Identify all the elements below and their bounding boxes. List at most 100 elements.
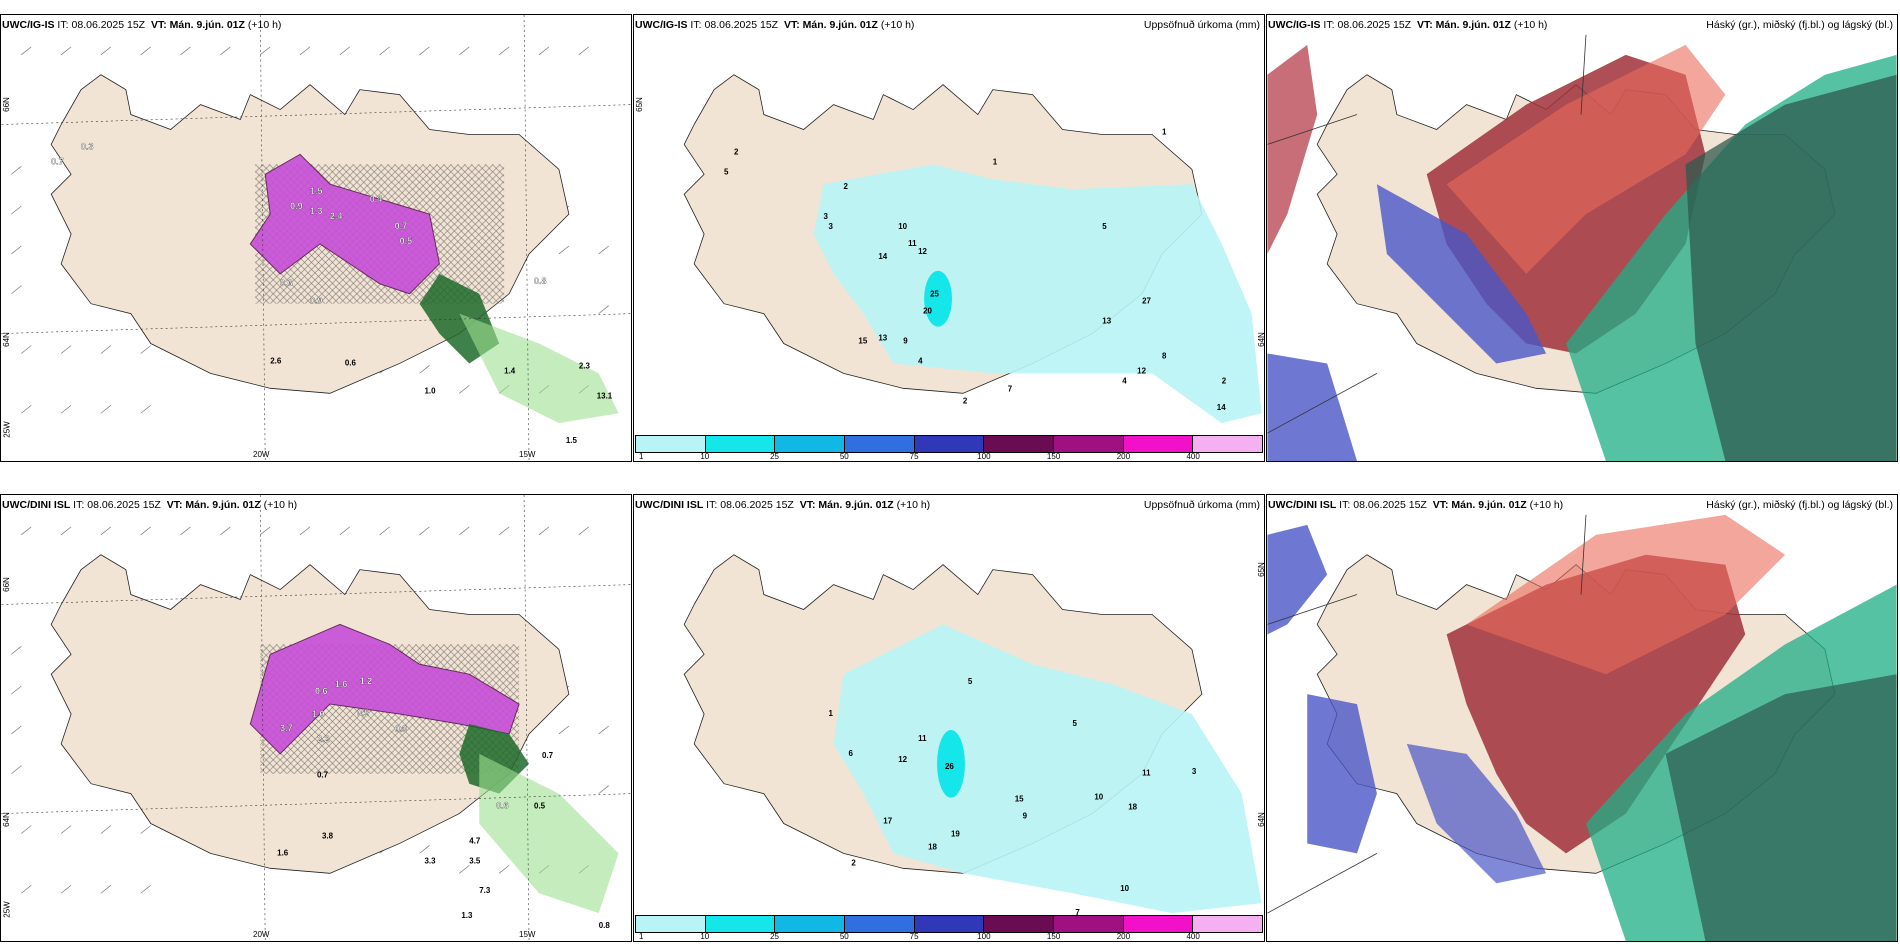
value-label: 4.7	[469, 836, 481, 845]
colorbar-tick: 75	[909, 452, 919, 461]
issue-time: 08.06.2025 15Z	[1353, 499, 1427, 511]
it-label: IT:	[73, 499, 85, 511]
lat-label: 25W	[2, 421, 12, 438]
precip-colorbar: 1 10 25 50 75 100 150 200 400	[634, 435, 1264, 461]
panel-row0-clouds: UWC/IG-IS IT: 08.06.2025 15Z VT: Mán. 9.j…	[1266, 14, 1898, 462]
lat-label: 25W	[2, 901, 12, 918]
precip-values: 1 2 2 5 3 3 10 11 12 14 25 20 15 13 9 4 …	[724, 127, 1227, 412]
value-label: 1.3	[310, 206, 322, 216]
value-label: 7	[1008, 384, 1013, 393]
value-label: 20	[923, 307, 932, 316]
lon-label: 15W	[519, 450, 536, 459]
value-label: 3.3	[425, 856, 437, 865]
precip-values: 0.7 0.3 1.5 0.9 1.3 2.4 0.4 0.7 0.5 0.6 …	[51, 141, 613, 445]
value-label: 4	[918, 356, 923, 365]
vt-label: VT:	[151, 19, 167, 31]
lat-label: 65N	[1256, 562, 1265, 577]
lead-time: (+10 h)	[896, 499, 931, 511]
value-label: 25	[930, 290, 939, 299]
vt-label: VT:	[784, 19, 800, 31]
colorbar-tick: 50	[839, 932, 849, 941]
value-label: 18	[1128, 803, 1137, 812]
value-label: 2	[851, 858, 856, 867]
value-label: 2	[843, 182, 848, 191]
valid-time: Mán. 9.jún. 01Z	[185, 499, 261, 511]
value-label: 27	[1142, 297, 1151, 306]
gridlines	[1, 495, 631, 941]
value-label: 0.6	[496, 801, 508, 811]
colorbar-cells	[635, 435, 1263, 453]
colorbar-cell	[1123, 916, 1194, 932]
colorbar-tick: 100	[977, 932, 991, 941]
panel-header: UWC/DINI ISL IT: 08.06.2025 15Z VT: Mán. …	[2, 499, 627, 513]
precip-light-area	[813, 164, 1262, 424]
value-label: 2	[1222, 376, 1227, 385]
vt-label: VT:	[1417, 19, 1433, 31]
colorbar-cell	[1054, 916, 1124, 932]
lat-label: 64N	[1, 332, 11, 347]
lead-time: (+10 h)	[263, 499, 298, 511]
value-label: 3.5	[469, 856, 481, 865]
colorbar-cell	[845, 916, 915, 932]
valid-time: Mán. 9.jún. 01Z	[1451, 499, 1527, 511]
value-label: 5	[968, 677, 973, 686]
colorbar-cell	[636, 436, 706, 452]
panel-row1-accum-precip: 1 2 5 12 11 26 17 18 19 6 15 10 18 11 9 …	[633, 494, 1265, 942]
colorbar-cell	[1193, 436, 1263, 452]
value-label: 3	[1192, 767, 1197, 776]
map-wind-precip: 0.6 1.6 1.2 3.7 1.0 2.2 0.7 0.5 0.3 0.7 …	[1, 495, 631, 941]
lead-time: (+10 h)	[880, 19, 915, 31]
value-label: 0.9	[310, 296, 322, 306]
value-label: 1.0	[312, 709, 324, 719]
lat-label: 65N	[634, 97, 644, 112]
colorbar-tick: 10	[700, 452, 710, 461]
colorbar-tick: 400	[1186, 932, 1200, 941]
map-accum-precip: 1 2 5 12 11 26 17 18 19 6 15 10 18 11 9 …	[683, 554, 1262, 927]
model-name: UWC/DINI ISL	[2, 499, 71, 511]
value-label: 8	[1162, 351, 1167, 360]
value-label: 2	[734, 147, 739, 156]
colorbar-cell	[914, 436, 985, 452]
value-label: 13	[878, 334, 887, 343]
value-label: 10	[1094, 793, 1103, 802]
value-label: 0.9	[290, 201, 302, 211]
lead-time: (+10 h)	[247, 19, 282, 31]
value-label: 1	[1162, 127, 1167, 136]
value-label: 5	[724, 167, 729, 176]
valid-time: Mán. 9.jún. 01Z	[818, 499, 894, 511]
value-label: 1.6	[335, 679, 347, 689]
value-label: 18	[928, 842, 937, 851]
panel-subtitle: Háský (gr.), miðský (fj.bl.) og lágský (…	[1706, 19, 1893, 31]
value-label: 2.4	[330, 211, 342, 221]
value-label: 0.6	[345, 358, 357, 367]
value-label: 0.5	[357, 708, 369, 718]
precip-magenta	[249, 153, 440, 295]
colorbar-cell	[775, 436, 846, 452]
value-label: 1.3	[461, 911, 473, 920]
value-label: 9	[1023, 812, 1028, 821]
value-label: 26	[945, 762, 954, 771]
panel-header: UWC/DINI ISL IT: 08.06.2025 15Z VT: Mán. …	[1268, 499, 1893, 513]
value-label: 12	[918, 247, 927, 256]
value-label: 0.7	[317, 771, 329, 780]
colorbar-cells	[635, 915, 1263, 933]
colorbar-tick: 1	[639, 932, 644, 941]
colorbar-tick: 10	[700, 932, 710, 941]
value-label: 3.8	[322, 831, 334, 840]
value-label: 12	[898, 755, 907, 764]
value-label: 6	[848, 749, 853, 758]
colorbar-tick: 200	[1116, 932, 1131, 941]
value-label: 17	[883, 817, 892, 826]
lat-label: 66N	[1, 97, 11, 112]
it-label: IT:	[57, 19, 69, 31]
colorbar-cell	[984, 436, 1055, 452]
map-accum-precip: 1 2 2 5 3 3 10 11 12 14 25 20 15 13 9 4 …	[683, 74, 1262, 424]
value-label: 12	[1137, 366, 1146, 375]
value-label: 0.7	[542, 751, 554, 760]
value-label: 0.8	[534, 276, 546, 286]
colorbar-cell	[845, 436, 915, 452]
model-name: UWC/DINI ISL	[1268, 499, 1337, 511]
colorbar-cell	[1123, 436, 1194, 452]
value-label: 5	[1072, 719, 1077, 728]
valid-time: Mán. 9.jún. 01Z	[1435, 19, 1511, 31]
